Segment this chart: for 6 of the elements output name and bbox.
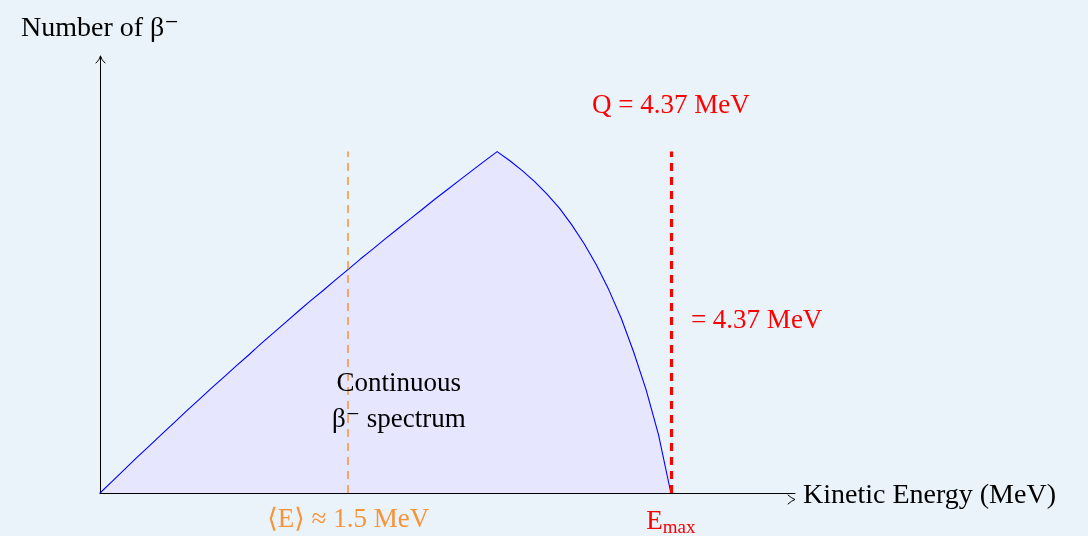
y-axis-title: Number of β⁻ xyxy=(20,10,180,42)
x-tick-label: ⟨E⟩ ≈ 1.5 MeV xyxy=(267,502,430,533)
x-axis-title: Kinetic Energy (MeV) xyxy=(803,477,1056,509)
annotation: = 4.37 MeV xyxy=(690,303,823,334)
annotation: Continuous β⁻ spectrum xyxy=(331,367,466,434)
ref-line-label: Q = 4.37 MeV xyxy=(592,89,751,120)
